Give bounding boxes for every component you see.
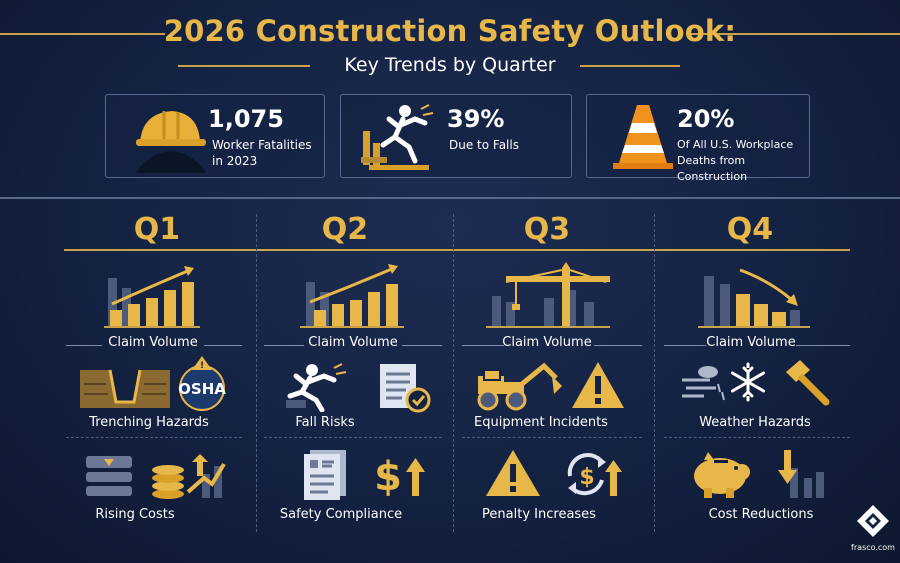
rising-costs-label: Rising Costs	[95, 507, 175, 522]
falling-bar-chart-icon	[698, 268, 810, 328]
section-rule	[0, 197, 900, 199]
cost-down-icon	[778, 450, 824, 498]
wind-rain-icon	[682, 366, 725, 401]
claim-rule	[664, 345, 706, 346]
snowflake-icon	[730, 362, 766, 402]
quarter-divider	[453, 214, 454, 532]
stat-label: Due to Falls	[449, 138, 519, 152]
row-separator	[66, 437, 242, 438]
claim-volume-label: Claim Volume	[308, 335, 398, 350]
claim-volume-label: Claim Volume	[706, 335, 796, 350]
claim-rule	[402, 345, 442, 346]
fall-risk-icon	[286, 363, 347, 412]
quarter-header-q3: Q3	[523, 212, 571, 247]
warning-triangle-icon	[572, 362, 624, 408]
row-separator	[264, 437, 442, 438]
page-subtitle: Key Trends by Quarter	[344, 54, 556, 76]
penalty-warning-icon	[486, 450, 540, 496]
row-separator	[664, 437, 850, 438]
traffic-cone-icon	[613, 105, 673, 169]
dollar-cycle-icon: $	[567, 453, 622, 496]
svg-text:!: !	[200, 361, 204, 371]
claim-rule	[204, 345, 242, 346]
subtitle-rule-right	[580, 65, 680, 67]
safety-compliance-label: Safety Compliance	[279, 507, 403, 522]
penalty-increases-label: Penalty Increases	[482, 507, 596, 522]
stat-card-falls: 39% Due to Falls	[340, 94, 572, 178]
stat-card-fatalities: 1,075 Worker Fatalities in 2023	[105, 94, 325, 178]
brand-url[interactable]: frasco.com	[851, 543, 895, 552]
claim-rule	[264, 345, 304, 346]
osha-warning-icon: !	[179, 356, 225, 411]
stat-value: 39%	[447, 105, 505, 133]
svg-text:$: $	[579, 465, 594, 490]
title-rule-left	[0, 33, 165, 35]
claim-rule	[796, 345, 850, 346]
frasco-logo-icon	[857, 505, 889, 537]
falling-worker-icon	[361, 104, 434, 170]
claim-rule	[462, 345, 504, 346]
compliance-document-icon	[380, 364, 431, 413]
claim-volume-label: Claim Volume	[502, 335, 592, 350]
row-separator	[462, 437, 642, 438]
svg-text:$: $	[374, 454, 402, 500]
stat-value: 1,075	[208, 105, 284, 133]
weather-hazards-label: Weather Hazards	[699, 415, 811, 430]
equipment-incidents-label: Equipment Incidents	[474, 415, 608, 430]
stat-label: Of All U.S. Workplace Deaths from Constr…	[677, 138, 794, 183]
stat-value: 20%	[677, 105, 735, 133]
quarter-header-q2: Q2	[321, 212, 369, 247]
excavator-icon	[477, 362, 562, 411]
quarter-divider	[654, 214, 655, 532]
trenching-hazards-label: Trenching Hazards	[89, 415, 209, 430]
claim-volume-label: Claim Volume	[108, 335, 198, 350]
claim-rule	[594, 345, 642, 346]
crane-bar-chart-icon	[486, 262, 610, 328]
claim-rule	[66, 345, 102, 346]
stat-card-workplace-deaths: 20% Of All U.S. Workplace Deaths from Co…	[586, 94, 810, 183]
osha-label: OSHA	[178, 380, 226, 398]
rising-bar-chart-icon	[104, 266, 200, 328]
fall-risks-label: Fall Risks	[295, 415, 355, 430]
quarter-divider	[256, 214, 257, 532]
title-rule-right	[686, 33, 900, 35]
stat-label: Worker Fatalities in 2023	[212, 138, 312, 168]
rising-bar-chart-icon	[300, 264, 404, 328]
hard-hat-icon	[136, 111, 206, 173]
page-title: 2026 Construction Safety Outlook:	[163, 14, 737, 48]
trench-icon	[80, 369, 170, 408]
quarter-header-q1: Q1	[133, 212, 181, 247]
subtitle-rule-left	[178, 65, 310, 67]
money-stack-icon	[86, 454, 226, 499]
quarter-header-q4: Q4	[726, 212, 774, 247]
dollar-up-icon: $	[374, 454, 425, 500]
hammer-icon	[786, 360, 830, 406]
cost-reductions-label: Cost Reductions	[708, 507, 814, 522]
piggy-bank-icon	[694, 452, 750, 498]
safety-document-icon	[304, 450, 346, 500]
quarter-header-rule	[64, 249, 850, 251]
